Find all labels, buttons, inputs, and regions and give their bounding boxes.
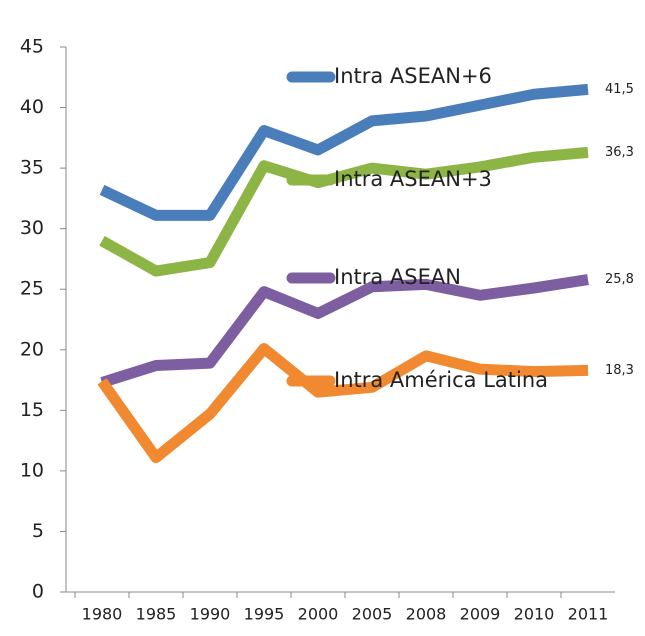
series-line: [97, 343, 589, 464]
legend-label: Intra América Latina: [334, 368, 548, 392]
x-tick-label: 1990: [190, 605, 231, 624]
x-tick-label: 1995: [244, 605, 285, 624]
legend-label: Intra ASEAN+6: [334, 64, 492, 88]
value-label: 25,8: [605, 272, 634, 287]
y-tick-label: 35: [20, 157, 44, 179]
legend-label: Intra ASEAN: [334, 265, 461, 289]
y-tick-label: 20: [20, 338, 44, 360]
y-tick-label: 45: [20, 36, 44, 58]
x-tick-label: 2000: [298, 605, 339, 624]
value-label: 41,5: [605, 82, 634, 97]
y-tick-label: 0: [32, 581, 44, 603]
y-tick-label: 15: [20, 399, 44, 421]
x-tick-label: 2011: [568, 605, 609, 624]
x-tick-label: 2008: [406, 605, 447, 624]
x-tick-label: 2009: [460, 605, 501, 624]
series-line: [99, 146, 589, 277]
x-tick-label: 2005: [352, 605, 393, 624]
value-label: 18,3: [605, 363, 634, 378]
value-label: 36,3: [605, 145, 634, 160]
y-tick-label: 30: [20, 217, 44, 239]
x-tick-label: 2010: [514, 605, 555, 624]
y-tick-label: 40: [20, 96, 44, 118]
y-tick-label: 10: [20, 459, 44, 481]
series-line: [99, 83, 589, 221]
legend-label: Intra ASEAN+3: [334, 167, 492, 191]
x-tick-label: 1985: [136, 605, 177, 624]
y-tick-label: 5: [32, 520, 44, 542]
y-tick-label: 25: [20, 278, 44, 300]
series-line: [100, 274, 589, 388]
x-tick-label: 1980: [82, 605, 123, 624]
